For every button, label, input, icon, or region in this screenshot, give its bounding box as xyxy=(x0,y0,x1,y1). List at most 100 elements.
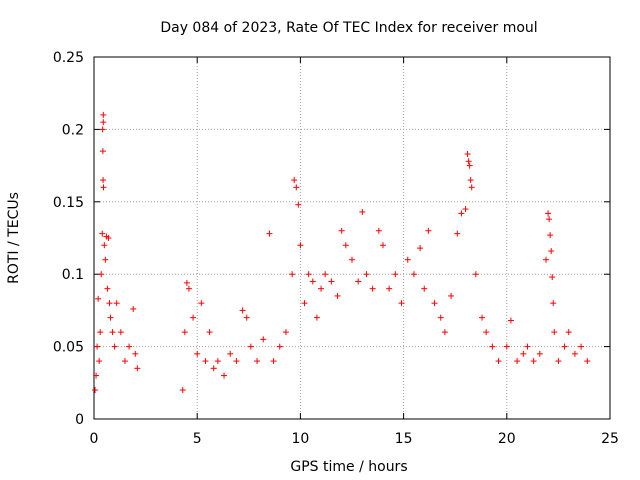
data-point xyxy=(198,300,205,307)
data-point xyxy=(375,227,382,234)
data-point xyxy=(93,372,100,379)
data-point xyxy=(472,271,479,278)
data-point xyxy=(458,210,465,217)
data-point xyxy=(550,300,557,307)
data-point xyxy=(410,271,417,278)
data-point xyxy=(132,350,139,357)
data-point xyxy=(260,336,267,343)
data-point xyxy=(100,111,107,118)
data-point xyxy=(454,230,461,237)
data-point xyxy=(417,245,424,252)
data-point xyxy=(584,358,591,365)
data-point xyxy=(194,350,201,357)
data-point xyxy=(386,285,393,292)
data-point xyxy=(425,227,432,234)
data-point xyxy=(297,242,304,249)
data-point xyxy=(342,242,349,249)
data-point xyxy=(134,365,141,372)
data-point xyxy=(266,230,273,237)
data-point xyxy=(206,329,213,336)
data-point xyxy=(441,329,448,336)
data-point xyxy=(530,358,537,365)
data-point xyxy=(214,358,221,365)
x-tick-label: 0 xyxy=(90,431,99,447)
data-point xyxy=(536,350,543,357)
data-point xyxy=(547,232,554,239)
data-point xyxy=(309,278,316,285)
data-point xyxy=(117,329,124,336)
data-point xyxy=(548,248,555,255)
data-point xyxy=(254,358,261,365)
data-point xyxy=(291,177,298,184)
data-point xyxy=(543,256,550,263)
data-point xyxy=(507,317,514,324)
data-point xyxy=(466,162,473,169)
data-point xyxy=(520,350,527,357)
x-tick-label: 25 xyxy=(601,431,619,447)
data-point xyxy=(462,206,469,213)
data-point xyxy=(464,151,471,158)
data-point xyxy=(322,271,329,278)
data-point xyxy=(99,230,106,237)
data-point xyxy=(247,343,254,350)
data-point xyxy=(479,314,486,321)
data-point xyxy=(113,300,120,307)
y-tick-label: 0.15 xyxy=(53,195,84,211)
data-point xyxy=(301,300,308,307)
data-point xyxy=(468,184,475,191)
plot-frame xyxy=(93,56,611,420)
data-point xyxy=(100,177,107,184)
data-point xyxy=(489,343,496,350)
data-point xyxy=(99,126,106,133)
data-point xyxy=(421,285,428,292)
data-point xyxy=(227,350,234,357)
data-point xyxy=(483,329,490,336)
data-point xyxy=(295,201,302,208)
data-point xyxy=(239,307,246,314)
data-point xyxy=(431,300,438,307)
data-point xyxy=(92,387,99,394)
data-point xyxy=(276,343,283,350)
data-point xyxy=(100,119,107,126)
data-point xyxy=(565,329,572,336)
data-point xyxy=(349,256,355,263)
data-point xyxy=(448,292,455,299)
y-tick-label: 0.2 xyxy=(62,122,84,138)
data-point xyxy=(392,271,399,278)
data-point xyxy=(98,271,105,278)
x-axis-label: GPS time / hours xyxy=(290,459,407,475)
data-point xyxy=(328,278,335,285)
data-point xyxy=(549,274,556,281)
data-point xyxy=(183,279,190,286)
data-point xyxy=(179,387,186,394)
data-point xyxy=(96,358,103,365)
data-point xyxy=(318,285,325,292)
data-points xyxy=(92,111,591,394)
x-tick-label: 15 xyxy=(395,431,413,447)
data-point xyxy=(571,350,578,357)
data-point xyxy=(465,158,472,165)
data-point xyxy=(293,184,300,191)
data-point xyxy=(545,210,552,217)
data-point xyxy=(185,285,192,292)
data-point xyxy=(210,365,217,372)
data-point xyxy=(221,372,228,379)
data-point xyxy=(467,177,474,184)
data-point xyxy=(561,343,568,350)
axis-ticks: 0 5 10 15 20 25 0 0.05 0.1 0.15 0.2 0.25 xyxy=(53,50,619,447)
data-point xyxy=(106,300,113,307)
data-point xyxy=(270,358,277,365)
data-point xyxy=(404,256,411,263)
data-point xyxy=(398,300,405,307)
data-point xyxy=(551,329,558,336)
data-point xyxy=(102,256,109,263)
data-point xyxy=(99,148,106,155)
data-point xyxy=(524,343,531,350)
data-point xyxy=(282,329,289,336)
data-point xyxy=(107,314,114,321)
chart-title: Day 084 of 2023, Rate Of TEC Index for r… xyxy=(160,20,537,36)
data-point xyxy=(243,314,250,321)
data-point xyxy=(359,208,366,215)
data-point xyxy=(105,235,112,241)
data-point xyxy=(555,358,562,365)
